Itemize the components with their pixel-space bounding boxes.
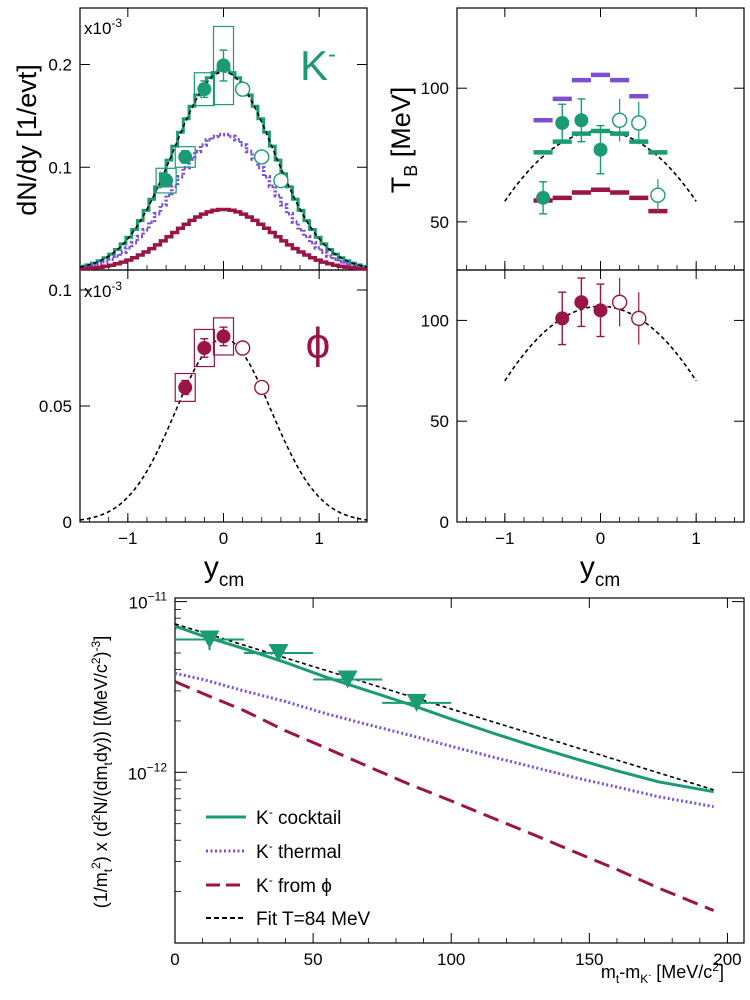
- mt-data-point: [268, 644, 289, 663]
- mt-xtick-label: 200: [713, 950, 741, 969]
- mt-data-point: [337, 670, 358, 689]
- k-dndy-point-filled: [197, 82, 212, 97]
- mt-data-point: [406, 693, 427, 712]
- phi-dndy-exponent: x10-3: [84, 279, 122, 301]
- phi-dndy-xtick-label: −1: [118, 529, 137, 548]
- chart-content: 0.1 0.2 50 100 −1 0 1 0 0.05 0.1 −1 0 1 0 50 100 0 50 100 1…: [39, 8, 744, 969]
- k-dndy-point-open: [234, 81, 251, 97]
- phi-tb-point-filled: [555, 311, 570, 326]
- phi-tb-ytick-label: 50: [430, 412, 449, 431]
- phi-tb-ytick-label: 0: [440, 513, 449, 532]
- mt-series-k--thermal: [174, 671, 714, 809]
- k-dndy-point-filled: [159, 173, 174, 188]
- phi-dndy-point-open: [234, 340, 251, 356]
- panel-mt-frame: [174, 597, 745, 944]
- k-dndy-sys-box: [174, 146, 196, 168]
- mt-xtick-label: 0: [170, 950, 179, 969]
- phi-dndy-point-filled: [197, 341, 212, 355]
- k-dndy-series-k--cocktail: [80, 68, 367, 268]
- phi-tb-point-open: [611, 294, 628, 310]
- phi-dndy-ytick-label: 0: [63, 513, 72, 532]
- k-tb-point-filled: [536, 190, 551, 205]
- legend-label-from-phi: K- from ϕ: [256, 873, 332, 897]
- phi-dndy-sys-box: [212, 317, 235, 356]
- k-tb-point-filled: [555, 115, 570, 130]
- k-particle-label: K-: [300, 41, 336, 89]
- phi-dndy-sys-box: [174, 372, 196, 402]
- phi-dndy-point-open: [254, 379, 270, 396]
- legend-label-thermal: K- thermal: [256, 839, 341, 863]
- phi-dndy-point-filled: [178, 380, 193, 395]
- phi-tb-xlabel: ycm: [580, 551, 620, 591]
- k-tb-point-filled: [593, 142, 608, 157]
- phi-dndy-point-filled: [216, 329, 231, 344]
- k-dndy-series-k--thermal: [80, 132, 367, 270]
- mt-xtick-label: 150: [575, 950, 603, 969]
- phi-dndy-xlabel: ycm: [204, 551, 244, 591]
- k-dndy-series-fit: [79, 70, 368, 268]
- phi-tb-ytick-label: 100: [421, 311, 449, 330]
- mt-series-k--cocktail: [174, 624, 714, 794]
- mt-ytick-label: 10−11: [129, 590, 168, 613]
- mt-legend: K- cocktail K- thermal K- from ϕ Fit T=8…: [206, 805, 371, 930]
- phi-tb-point-filled: [593, 303, 608, 318]
- k-tb-ylabel: TB [MeV]: [386, 87, 421, 194]
- k-tb-ytick-label: 50: [430, 213, 449, 232]
- k-tb-ytick-label: 100: [421, 79, 449, 98]
- k-tb-point-open: [611, 112, 628, 128]
- k-dndy-sys-box: [155, 167, 177, 194]
- mt-series-k--from-phi: [174, 680, 715, 912]
- k-dndy-ylabel: dN/dy [1/evt]: [12, 64, 42, 216]
- phi-tb-point-open: [631, 310, 647, 327]
- k-dndy-sys-box: [193, 72, 215, 107]
- mt-ylabel: (1/mt2) x (d2N/(dmtdy)) [(MeV/c2)-3]: [89, 636, 115, 908]
- k-dndy-exponent: x10-3: [84, 16, 122, 38]
- phi-tb-xtick-label: 1: [691, 529, 700, 548]
- k-dndy-point-open: [254, 149, 270, 165]
- phi-dndy-ytick-label: 0.1: [48, 281, 72, 300]
- k-tb-point-open: [631, 115, 647, 131]
- mt-data-point: [199, 630, 220, 649]
- mt-ytick-label: 10−12: [128, 760, 168, 783]
- k-dndy-point-filled: [216, 58, 231, 73]
- k-tb-point-filled: [574, 113, 589, 128]
- phi-tb-point-filled: [574, 295, 589, 310]
- k-dndy-ytick-label: 0.2: [48, 56, 72, 75]
- mt-xtick-label: 50: [304, 950, 323, 969]
- k-dndy-series-k--from-phi: [80, 207, 367, 271]
- panel-phi-dndy-frame: [79, 269, 368, 523]
- phi-dndy-ytick-label: 0.05: [39, 397, 72, 416]
- phi-dndy-xtick-label: 0: [219, 529, 228, 548]
- legend-label-cocktail: K- cocktail: [256, 805, 341, 829]
- phi-tb-xtick-label: −1: [495, 529, 514, 548]
- k-dndy-point-open: [273, 172, 289, 189]
- k-tb-point-open: [650, 187, 666, 203]
- k-dndy-ytick-label: 0.1: [48, 158, 72, 177]
- phi-dndy-xtick-label: 1: [314, 529, 323, 548]
- k-dndy-point-filled: [178, 149, 193, 164]
- legend-label-fit: Fit T=84 MeV: [256, 909, 371, 930]
- k-tb-fit-curve: [504, 130, 697, 202]
- phi-particle-label: ϕ: [306, 319, 331, 368]
- k-dndy-sys-box: [212, 25, 235, 106]
- phi-tb-xtick-label: 0: [596, 529, 605, 548]
- phi-dndy-sys-box: [193, 328, 215, 368]
- mt-series-fit: [174, 623, 714, 791]
- mt-xtick-label: 100: [437, 950, 465, 969]
- mt-xlabel: mt-mK- [MeV/c2]: [601, 960, 724, 986]
